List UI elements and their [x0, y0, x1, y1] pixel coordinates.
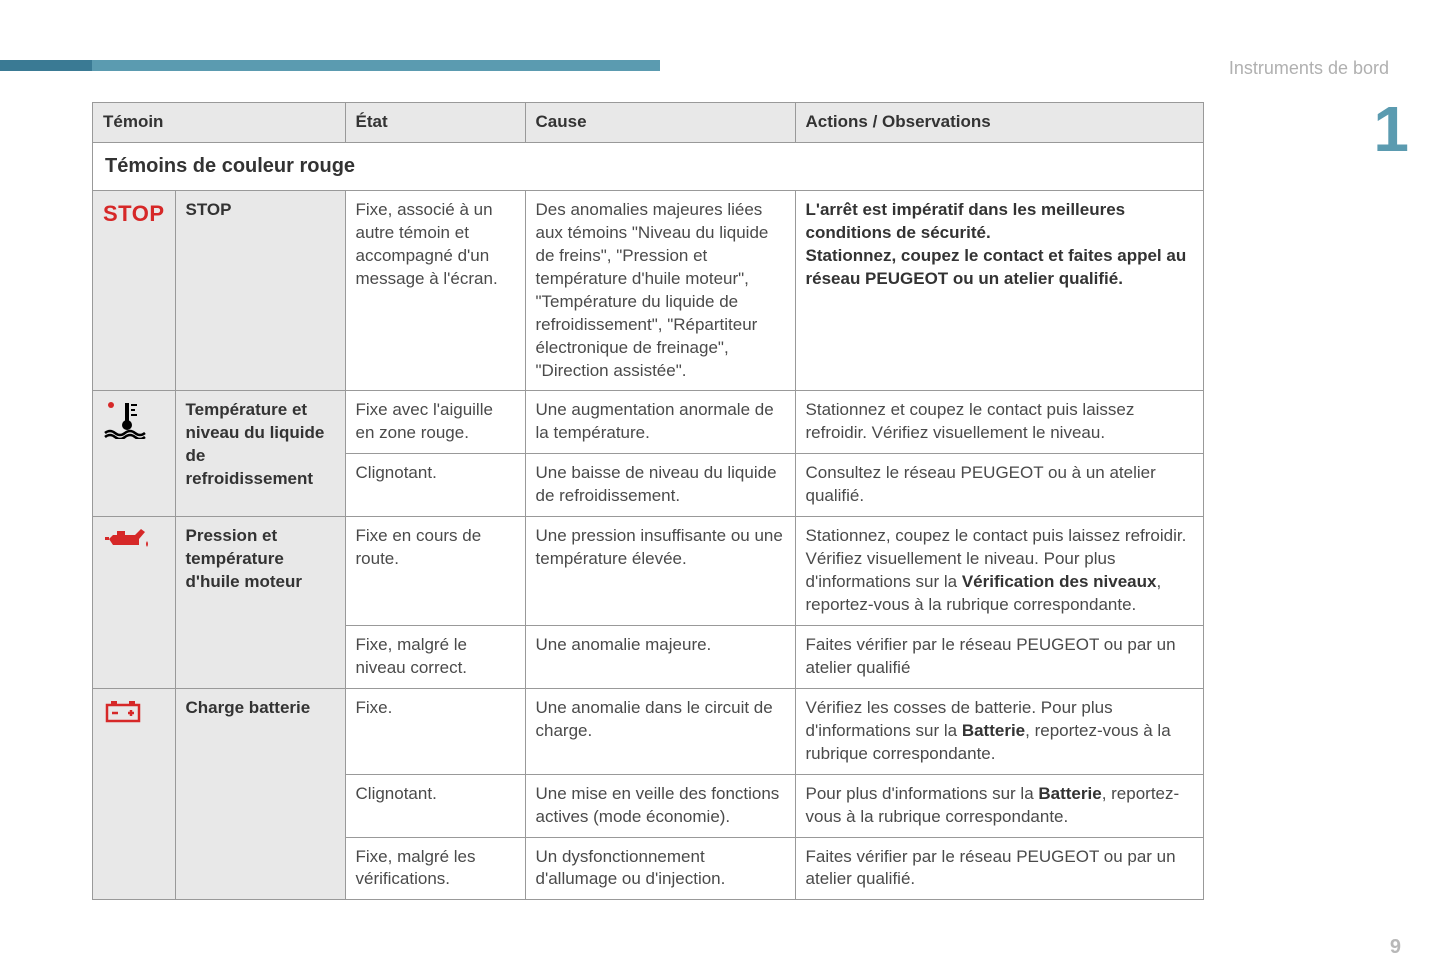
indicators-table: Témoin État Cause Actions / Observations… [92, 102, 1204, 900]
action-cell: Pour plus d'informations sur la Batterie… [795, 774, 1203, 837]
indicator-name: Température et niveau du liquide de refr… [175, 391, 345, 517]
action-cell: Stationnez et coupez le contact puis lai… [795, 391, 1203, 454]
etat-cell: Fixe avec l'aiguille en zone rouge. [345, 391, 525, 454]
cause-cell: Des anomalies majeures liées aux témoins… [525, 190, 795, 391]
icon-cell [93, 688, 176, 900]
header-accent-bar-dark [0, 60, 92, 71]
etat-cell: Fixe. [345, 688, 525, 774]
icon-cell: STOP [93, 190, 176, 391]
coolant-temp-icon [103, 399, 149, 439]
page-number: 9 [1390, 936, 1401, 959]
action-cell: Vérifiez les cosses de batterie. Pour pl… [795, 688, 1203, 774]
etat-cell: Fixe, associé à un autre témoin et accom… [345, 190, 525, 391]
action-cell: L'arrêt est impératif dans les meilleure… [795, 190, 1203, 391]
cause-cell: Une augmentation anormale de la températ… [525, 391, 795, 454]
etat-cell: Clignotant. [345, 774, 525, 837]
etat-cell: Fixe en cours de route. [345, 517, 525, 626]
indicator-name: Charge batterie [175, 688, 345, 900]
indicator-name: STOP [175, 190, 345, 391]
cause-cell: Une anomalie majeure. [525, 625, 795, 688]
etat-cell: Fixe, malgré le niveau correct. [345, 625, 525, 688]
action-bold-inline: Vérification des niveaux [962, 572, 1157, 591]
col-header-cause: Cause [525, 103, 795, 143]
table-row: Température et niveau du liquide de refr… [93, 391, 1204, 454]
cause-cell: Une pression insuffisante ou une tempéra… [525, 517, 795, 626]
col-header-etat: État [345, 103, 525, 143]
section-title-row: Témoins de couleur rouge [93, 142, 1204, 190]
action-cell: Faites vérifier par le réseau PEUGEOT ou… [795, 837, 1203, 900]
table-row: STOP STOP Fixe, associé à un autre témoi… [93, 190, 1204, 391]
action-cell: Consultez le réseau PEUGEOT ou à un atel… [795, 454, 1203, 517]
chapter-number: 1 [1373, 92, 1409, 166]
oil-pressure-icon [103, 525, 153, 553]
stop-icon: STOP [103, 201, 165, 226]
action-cell: Faites vérifier par le réseau PEUGEOT ou… [795, 625, 1203, 688]
icon-cell [93, 391, 176, 517]
cause-cell: Une baisse de niveau du liquide de refro… [525, 454, 795, 517]
col-header-temoin: Témoin [93, 103, 346, 143]
action-cell: Stationnez, coupez le contact puis laiss… [795, 517, 1203, 626]
table-row: Charge batterie Fixe. Une anomalie dans … [93, 688, 1204, 774]
action-pre: Pour plus d'informations sur la [806, 784, 1039, 803]
action-bold: L'arrêt est impératif dans les meilleure… [806, 200, 1187, 288]
cause-cell: Une anomalie dans le circuit de charge. [525, 688, 795, 774]
icon-cell [93, 517, 176, 689]
action-bold-inline: Batterie [1038, 784, 1101, 803]
table-row: Pression et température d'huile moteur F… [93, 517, 1204, 626]
section-label: Instruments de bord [1229, 58, 1389, 79]
battery-icon [103, 697, 143, 725]
indicator-name: Pression et température d'huile moteur [175, 517, 345, 689]
etat-cell: Clignotant. [345, 454, 525, 517]
action-bold-inline: Batterie [962, 721, 1025, 740]
cause-cell: Une mise en veille des fonctions actives… [525, 774, 795, 837]
col-header-actions: Actions / Observations [795, 103, 1203, 143]
header-accent-bar [0, 60, 660, 71]
cause-cell: Un dysfonctionnement d'allumage ou d'inj… [525, 837, 795, 900]
section-title: Témoins de couleur rouge [93, 142, 1204, 190]
table-header-row: Témoin État Cause Actions / Observations [93, 103, 1204, 143]
etat-cell: Fixe, malgré les vérifications. [345, 837, 525, 900]
